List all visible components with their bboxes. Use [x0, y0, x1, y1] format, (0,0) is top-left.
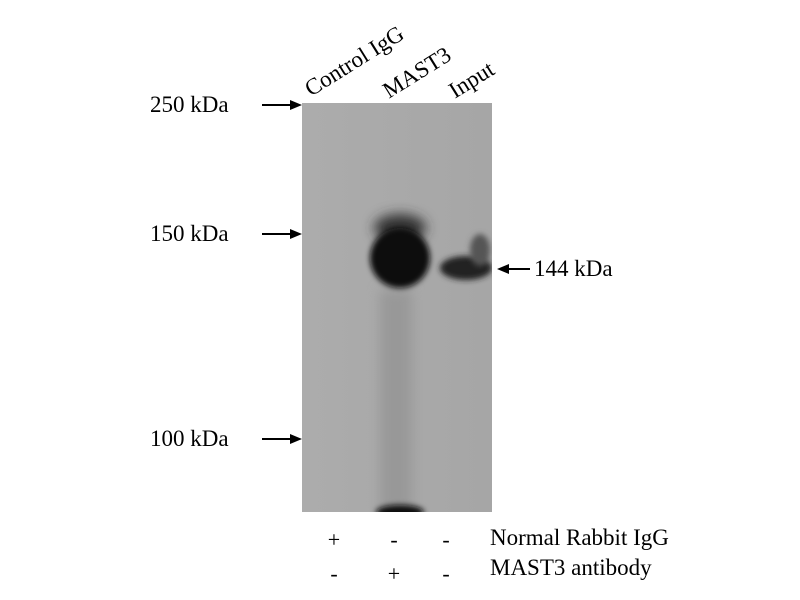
- band-size-label: 144 kDa: [534, 256, 613, 281]
- sign: +: [387, 561, 401, 586]
- marker-150: 150 kDa: [150, 221, 229, 246]
- bottom-spot: [376, 505, 424, 512]
- sign: -: [442, 561, 450, 586]
- band-mast3: [370, 228, 430, 288]
- sign: -: [442, 527, 450, 552]
- marker-250: 250 kDa: [150, 92, 229, 117]
- condition-mast3-antibody: MAST3 antibody: [490, 555, 652, 580]
- arrow-icon: [262, 100, 530, 444]
- lane-smear-mast3: [380, 290, 412, 512]
- condition-normal-rabbit-igg: Normal Rabbit IgG: [490, 525, 669, 550]
- sign: +: [327, 527, 341, 552]
- sign: -: [390, 527, 398, 552]
- sign: -: [330, 561, 338, 586]
- band-input-upper: [470, 234, 490, 266]
- marker-100: 100 kDa: [150, 426, 229, 451]
